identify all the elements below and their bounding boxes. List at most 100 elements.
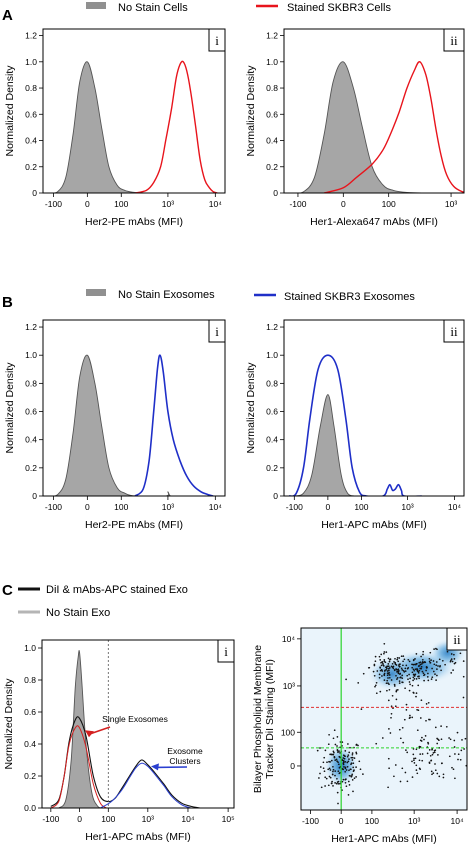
scatter-point-460 — [441, 763, 443, 765]
scatter-point-287 — [436, 648, 438, 650]
y-axis-label-C-ii-0: Bilayer Phospholipid Membrane — [252, 645, 264, 793]
scatter-point-243 — [404, 687, 406, 689]
scatter-point-378 — [397, 657, 399, 659]
x-tick-label-C-ii-3: 10³ — [408, 816, 420, 826]
scatter-point-228 — [413, 668, 415, 670]
x-axis-label-B-i: Her2-PE mAbs (MFI) — [85, 519, 183, 531]
y-tick-label-B-ii-5: 1.0 — [266, 350, 278, 360]
y-tick-label-A-ii-0: 0 — [273, 188, 278, 198]
scatter-point-473 — [414, 762, 416, 764]
scatter-point-140 — [330, 769, 332, 771]
scatter-point-218 — [460, 652, 462, 654]
scatter-point-145 — [338, 781, 340, 783]
x-tick-label-A-ii-2: 100 — [382, 199, 396, 209]
scatter-point-376 — [386, 668, 388, 670]
scatter-point-99 — [344, 750, 346, 752]
scatter-point-546 — [388, 728, 390, 730]
scatter-point-68 — [358, 760, 360, 762]
scatter-point-446 — [427, 753, 429, 755]
scatter-point-379 — [396, 678, 398, 680]
y-axis-label-B-i: Normalized Density — [4, 362, 16, 454]
scatter-point-326 — [414, 658, 416, 660]
scatter-point-449 — [430, 755, 432, 757]
scatter-point-436 — [440, 725, 442, 727]
scatter-point-22 — [333, 769, 335, 771]
scatter-point-487 — [416, 769, 418, 771]
scatter-point-334 — [396, 659, 398, 661]
scatter-point-437 — [450, 738, 452, 740]
scatter-point-203 — [412, 671, 414, 673]
scatter-point-358 — [391, 666, 393, 668]
scatter-point-470 — [422, 753, 424, 755]
x-tick-label-B-i-2: 100 — [114, 502, 128, 512]
x-tick-label-B-ii-2: 100 — [354, 502, 368, 512]
scatter-point-524 — [390, 732, 392, 734]
scatter-point-305 — [426, 667, 428, 669]
scatter-point-94 — [333, 737, 335, 739]
plot-area-A-ii — [291, 62, 470, 194]
scatter-point-542 — [428, 702, 430, 704]
y-axis-label-C-ii-1: Tracker DiI Staining (MFI) — [264, 659, 276, 779]
scatter-point-483 — [436, 773, 438, 775]
scatter-point-61 — [349, 747, 351, 749]
scatter-point-384 — [402, 655, 404, 657]
scatter-point-433 — [423, 739, 425, 741]
x-axis-label-C-ii: Her1-APC mAbs (MFI) — [331, 833, 437, 845]
scatter-point-20 — [352, 791, 354, 793]
plot-area-C-i — [51, 650, 200, 808]
scatter-point-328 — [409, 661, 411, 663]
scatter-point-177 — [435, 679, 437, 681]
x-tick-label-B-ii-1: 0 — [325, 502, 330, 512]
scatter-point-187 — [433, 663, 435, 665]
scatter-point-375 — [389, 677, 391, 679]
scatter-point-161 — [427, 676, 429, 678]
scatter-point-479 — [431, 773, 433, 775]
y-tick-label-C-ii-2: 10³ — [283, 681, 295, 691]
scatter-point-270 — [416, 678, 418, 680]
scatter-point-1 — [336, 745, 338, 747]
scatter-point-313 — [436, 668, 438, 670]
scatter-point-488 — [395, 764, 397, 766]
scatter-point-316 — [399, 682, 401, 684]
scatter-point-258 — [402, 664, 404, 666]
scatter-point-502 — [407, 780, 409, 782]
scatter-point-507 — [437, 754, 439, 756]
scatter-point-531 — [448, 737, 450, 739]
scatter-point-481 — [427, 743, 429, 745]
scatter-point-362 — [388, 668, 390, 670]
scatter-point-415 — [383, 651, 385, 653]
scatter-point-262 — [396, 699, 398, 701]
scatter-point-325 — [421, 663, 423, 665]
scatter-point-207 — [386, 682, 388, 684]
scatter-point-463 — [406, 752, 408, 754]
scatter-point-467 — [434, 751, 436, 753]
y-axis-label-A-ii: Normalized Density — [245, 65, 257, 157]
scatter-point-459 — [415, 757, 417, 759]
scatter-point-247 — [417, 676, 419, 678]
scatter-point-319 — [389, 689, 391, 691]
scatter-point-159 — [318, 777, 320, 779]
scatter-point-53 — [319, 747, 321, 749]
scatter-point-380 — [385, 651, 387, 653]
scatter-point-373 — [383, 661, 385, 663]
scatter-point-197 — [415, 674, 417, 676]
y-tick-label-A-ii-3: 0.6 — [266, 109, 278, 119]
scatter-point-321 — [429, 660, 431, 662]
scatter-point-294 — [414, 678, 416, 680]
scatter-point-394 — [402, 660, 404, 662]
scatter-point-532 — [425, 720, 427, 722]
scatter-point-220 — [414, 675, 416, 677]
scatter-point-539 — [391, 705, 393, 707]
y-tick-label-C-i-4: 0.8 — [24, 675, 36, 685]
scatter-point-417 — [380, 654, 382, 656]
scatter-point-474 — [432, 772, 434, 774]
scatter-point-458 — [412, 754, 414, 756]
scatter-point-267 — [421, 666, 423, 668]
scatter-point-374 — [381, 665, 383, 667]
scatter-point-62 — [355, 766, 357, 768]
scatter-point-528 — [361, 708, 363, 710]
scatter-point-431 — [453, 740, 455, 742]
x-tick-label-C-ii-0: -100 — [302, 816, 319, 826]
x-tick-label-B-ii-4: 10⁴ — [448, 502, 461, 512]
scatter-point-385 — [397, 671, 399, 673]
